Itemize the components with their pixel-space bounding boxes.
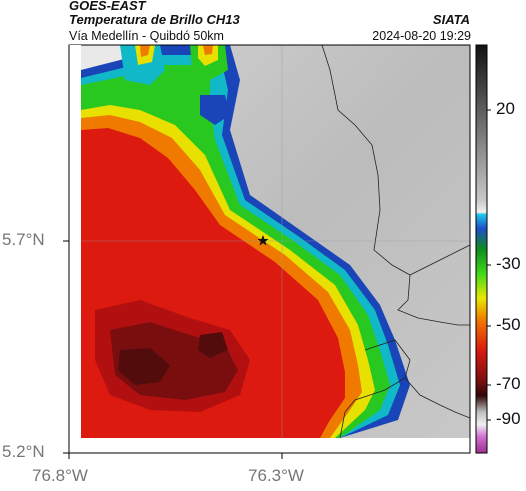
- colorbar-tick-label: -50: [496, 315, 521, 334]
- route-subtitle: Vía Medellín - Quibdó 50km: [69, 29, 224, 43]
- colorbar-tick-label: -70: [496, 374, 521, 393]
- map-plot-area: [81, 45, 470, 438]
- lat-tick-label: 5.7°N: [2, 230, 45, 249]
- organization-label: SIATA: [432, 12, 470, 27]
- colorbar-tick-label: -30: [496, 254, 521, 273]
- lon-tick-label: 76.3°W: [248, 466, 304, 485]
- lon-tick-label: 76.8°W: [32, 466, 88, 485]
- colorbar-tick-label: -90: [496, 409, 521, 428]
- datetime-label: 2024-08-20 19:29: [372, 29, 471, 43]
- colorbar-tick-label: 20: [496, 99, 515, 118]
- star-icon: [257, 235, 269, 246]
- lat-tick-label: 5.2°N: [2, 442, 45, 461]
- colorbar: [475, 44, 491, 454]
- satellite-title: GOES-EAST: [69, 0, 146, 13]
- product-title: Temperatura de Brillo CH13: [69, 12, 240, 27]
